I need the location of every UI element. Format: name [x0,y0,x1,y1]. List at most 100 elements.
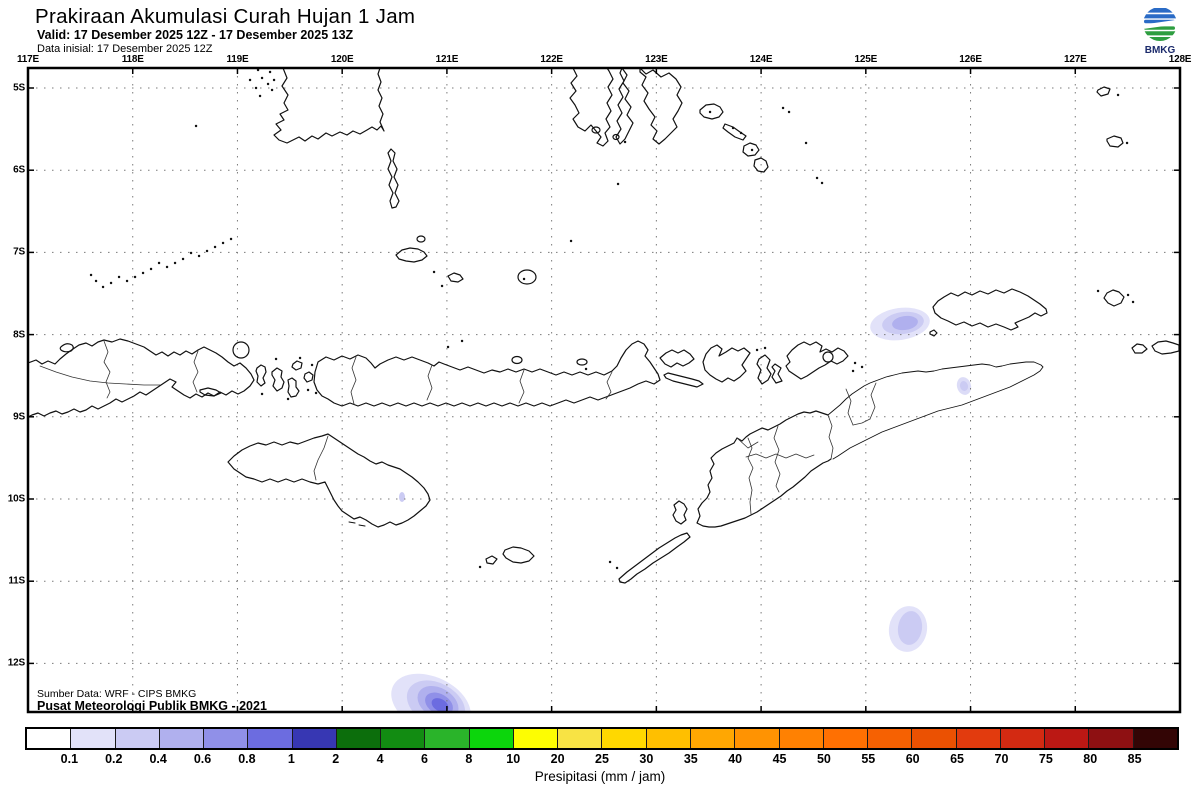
coastline-sabu-group [485,546,535,565]
colorbar-tick-label: 6 [420,752,428,766]
coastline-sumba-south-islets [348,521,366,527]
coastline-sumba [227,433,431,528]
graticule-layer [28,68,1180,712]
page-title: Prakiraan Akumulasi Curah Hujan 1 Jam [35,5,416,28]
precipitation-layer [391,307,972,711]
admin-boundary-sumba [313,435,329,481]
colorbar-cell [159,729,205,748]
colorbar-cell [823,729,869,748]
lon-tick-label: 125E [854,54,878,65]
colorbar-tick-label: 55 [861,752,876,766]
lon-tick-label: 128E [1168,54,1192,65]
colorbar-cell [735,729,780,748]
colorbar-tick-label: 8 [465,752,473,766]
map-frame [26,66,1182,714]
coastline-flores-north-islet [511,355,523,365]
colorbar-cell [1000,729,1046,748]
colorbar-tick-label: 75 [1038,752,1053,766]
colorbar-cell [292,729,337,748]
precip-cell-timor-north-coast [959,381,969,391]
colorbar-cell [425,729,470,748]
coastline-liran-islet [929,329,938,337]
coastline-south-sulawesi [273,69,385,144]
admin-boundaries-flores [350,356,613,405]
coastline-moyo-islet [59,343,74,353]
lat-tick-label: 11S [8,575,25,587]
colorbar-tick-label: 30 [639,752,654,766]
small-island-dots [89,69,1135,570]
lon-tick-label: 126E [959,54,982,65]
coastline-romang [1103,289,1125,307]
colorbar-cell [646,729,691,748]
colorbar [25,727,1179,750]
source-data-line: Sumber Data: WRF - CIPS BMKG [37,688,197,700]
coastline-wetar [932,288,1048,331]
colorbar-cell [469,729,514,748]
lon-tick-label: 118E [121,54,144,65]
colorbar-tick-label: 0.2 [105,752,123,766]
colorbar-cell [204,729,249,748]
lat-tick-label: 7S [13,246,25,258]
valid-time-line: Valid: 17 Desember 2025 12Z - 17 Desembe… [37,28,354,42]
colorbar-cell [513,729,559,748]
colorbar-cell [912,729,957,748]
lat-tick-label: 8S [13,329,25,341]
lon-tick-label: 121E [435,54,459,65]
lat-tick-label: 5S [13,82,25,94]
colorbar-tick-label: 0.6 [193,752,212,766]
colorbar-cell [779,729,824,748]
colorbar-tick-label: 1 [287,752,295,766]
source-org-line: Pusat Meteorologi Publik BMKG - 2021 [37,699,267,713]
colorbar-tick-label: 0.1 [60,752,79,766]
colorbar-cell [248,729,293,748]
colorbar-tick-label: 45 [772,752,787,766]
colorbar-cell [602,729,647,748]
bmkg-logo-text: BMKG [1145,45,1176,56]
colorbar-tick-label: 20 [550,752,565,766]
lon-tick-label: 117E [16,54,40,65]
coastline-layer [29,69,1179,584]
lat-tick-label: 10S [7,493,25,505]
coastline-tanahjampea-group [395,235,537,285]
lon-tick-label: 119E [226,54,249,65]
lon-tick-label: 122E [540,54,563,65]
coastline-komodo-group [255,360,314,398]
colorbar-tick-label: 40 [728,752,743,766]
colorbar-tick-label: 0.8 [238,752,256,766]
colorbar-caption: Presipitasi (mm / jam) [534,769,666,784]
coastline-rote [618,532,691,584]
coastline-semau [672,500,688,525]
coastline-selayar [387,148,400,209]
colorbar-tick-label: 0.4 [149,752,167,766]
colorbar-tick-label: 70 [994,752,1009,766]
coastline-solor-alor-group [659,341,849,388]
colorbar-cell [690,729,736,748]
admin-boundaries-sumbawa [39,340,199,399]
lon-tick-label: 120E [330,54,354,65]
lat-tick-label: 12S [7,657,25,669]
colorbar-cell [115,729,160,748]
precip-cell-near-wetar [892,315,918,331]
lat-tick-label: 9S [13,411,25,423]
colorbar-cell [868,729,913,748]
coastline-flores [313,340,661,407]
colorbar-tick-label: 2 [332,752,340,766]
lon-tick-label: 127E [1063,54,1087,65]
colorbar-tick-label: 10 [506,752,521,766]
colorbar-tick-label: 4 [376,752,384,766]
colorbar-tick-label: 85 [1127,752,1142,766]
admin-boundaries-west-timor [736,382,877,515]
colorbar-cell [956,729,1001,748]
coastline-wakatobi-group [699,103,769,173]
coastline-sumbawa [29,338,255,418]
colorbar-cell [1045,729,1090,748]
coastline-sangeang-island [232,341,250,359]
colorbar-cell [558,729,603,748]
colorbar-tick-label: 65 [950,752,965,766]
lon-tick-label: 123E [645,54,668,65]
lon-tick-label: 124E [749,54,773,65]
colorbar-tick-label: 80 [1083,752,1098,766]
coastline-se-sulawesi-group [569,69,683,147]
